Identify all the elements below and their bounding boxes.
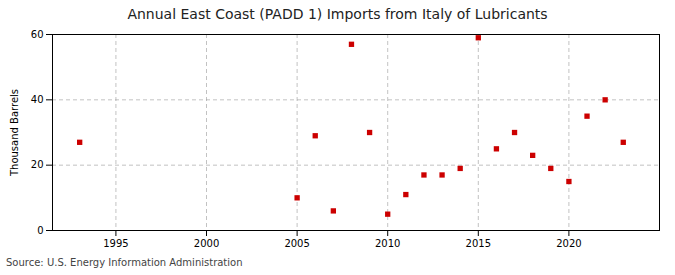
svg-text:20: 20 xyxy=(31,159,44,170)
svg-text:2020: 2020 xyxy=(556,238,581,249)
svg-text:60: 60 xyxy=(31,29,44,40)
svg-text:1995: 1995 xyxy=(103,238,128,249)
svg-text:2005: 2005 xyxy=(284,238,309,249)
svg-text:0: 0 xyxy=(37,225,43,236)
svg-text:40: 40 xyxy=(31,94,44,105)
html-text:Source: U.S. Energy Informatio: Source: U.S. Energy Information Administ… xyxy=(6,257,243,268)
html-text:Annual East Coast (PADD 1) Imp: Annual East Coast (PADD 1) Imports from … xyxy=(127,6,548,22)
svg-text:2000: 2000 xyxy=(194,238,219,249)
svg-text:Thousand Barrels: Thousand Barrels xyxy=(9,89,20,177)
svg-text:2010: 2010 xyxy=(375,238,400,249)
svg-text:2015: 2015 xyxy=(466,238,491,249)
